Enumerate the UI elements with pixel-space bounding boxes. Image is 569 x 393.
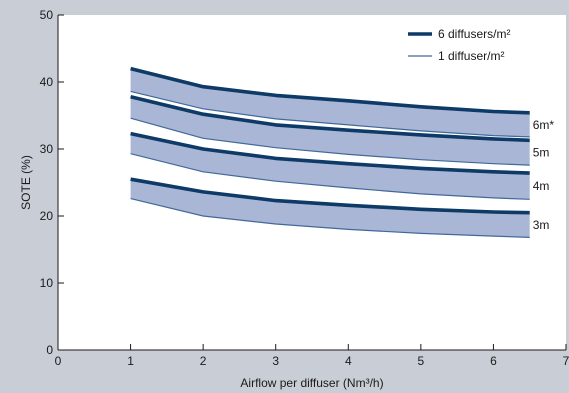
band-1-fill (130, 68, 530, 137)
depth-label-4: 3m (533, 218, 550, 232)
x-tick-label: 3 (272, 354, 279, 368)
depth-label-1: 6m* (533, 118, 555, 132)
x-tick-label: 7 (563, 354, 569, 368)
x-tick-label: 0 (55, 354, 62, 368)
band-2-upper-line (130, 94, 530, 143)
band-2-fill (130, 96, 530, 166)
band-3-lower-line (130, 153, 530, 200)
y-tick-label: 20 (40, 209, 54, 223)
x-axis-title: Airflow per diffuser (Nm³/h) (240, 376, 383, 390)
depth-label-3: 4m (533, 179, 550, 193)
band-2-lower-line (130, 117, 530, 166)
band-4-upper-line (130, 177, 530, 215)
x-tick-label: 4 (345, 354, 352, 368)
band-4-fill (130, 179, 530, 238)
legend-label-1: 6 diffusers/m² (438, 27, 510, 41)
x-tick-label: 1 (127, 354, 134, 368)
band-3-fill (130, 133, 530, 200)
band-4-lower-line (130, 198, 530, 238)
depth-label-2: 5m (533, 146, 550, 160)
y-tick-label: 40 (40, 75, 54, 89)
y-tick-label: 0 (46, 343, 53, 357)
x-tick-label: 6 (490, 354, 497, 368)
x-tick-label: 5 (418, 354, 425, 368)
legend-label-2: 1 diffuser/m² (438, 49, 504, 63)
band-1-lower-line (130, 90, 530, 138)
y-tick-label: 30 (40, 142, 54, 156)
band-3-upper-line (130, 131, 530, 175)
x-tick-label: 2 (200, 354, 207, 368)
y-tick-label: 50 (40, 8, 54, 22)
y-axis-title: SOTE (%) (19, 155, 33, 210)
band-1-upper-line (130, 66, 530, 115)
y-tick-label: 10 (40, 276, 54, 290)
